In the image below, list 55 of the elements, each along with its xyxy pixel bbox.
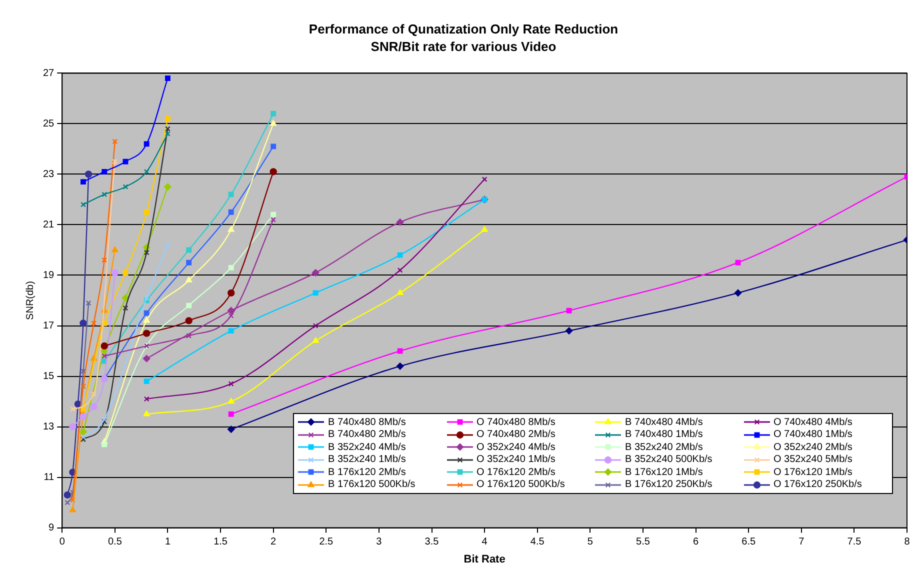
y-tick-label: 13 (43, 422, 55, 433)
legend-label: B 352x240 4Mb/s (328, 442, 406, 453)
legend-label: O 352x240 1Mb/s (476, 454, 556, 466)
legend-label: B 176x120 250Kb/s (625, 479, 712, 490)
x-tick-label: 3 (376, 536, 382, 548)
legend-label: B 740x480 4Mb/s (625, 416, 703, 428)
legend-label: B 176x120 1Mb/s (625, 466, 703, 478)
legend-label: B 352x240 500Kb/s (625, 454, 712, 466)
legend-label: O 176x120 2Mb/s (476, 466, 556, 478)
legend-label: B 740x480 2Mb/s (328, 429, 406, 440)
x-tick-label: 0 (59, 536, 66, 548)
x-tick-label: 4 (482, 536, 488, 548)
legend-label: B 352x240 2Mb/s (625, 442, 703, 453)
legend-label: O 176x120 500Kb/s (476, 479, 565, 490)
y-tick-label: 15 (43, 371, 55, 382)
chart-subtitle: SNR/Bit rate for various Video (370, 38, 556, 54)
x-tick-label: 0.5 (108, 536, 122, 548)
legend-label: O 740x480 2Mb/s (476, 429, 556, 440)
legend-label: B 176x120 2Mb/s (328, 466, 406, 478)
x-tick-label: 2.5 (319, 536, 334, 548)
y-tick-label: 27 (43, 68, 55, 79)
y-tick-label: 23 (43, 168, 55, 180)
x-tick-label: 1.5 (214, 536, 228, 548)
legend-label: B 740x480 8Mb/s (328, 416, 406, 428)
y-tick-label: 25 (43, 118, 55, 130)
legend-label: O 740x480 4Mb/s (774, 416, 852, 428)
x-tick-label: 5.5 (636, 536, 650, 548)
x-tick-label: 5 (587, 536, 594, 548)
y-tick-label: 19 (43, 270, 55, 281)
x-tick-label: 7 (798, 536, 805, 548)
legend-label: O 176x120 250Kb/s (774, 479, 862, 490)
x-tick-label: 3.5 (424, 536, 440, 548)
x-tick-label: 4.5 (530, 536, 545, 548)
legend-label: O 352x240 4Mb/s (476, 442, 556, 453)
legend-label: B 740x480 1Mb/s (625, 429, 703, 440)
y-tick-label: 11 (44, 472, 55, 484)
legend-label: B 176x120 500Kb/s (328, 479, 416, 490)
x-tick-label: 7.5 (847, 536, 862, 548)
legend-label: O 176x120 1Mb/s (774, 466, 852, 478)
x-tick-label: 6 (693, 536, 699, 548)
y-tick-label: 9 (48, 522, 55, 534)
y-tick-label: 17 (43, 320, 55, 332)
x-axis-title: Bit Rate (464, 553, 506, 566)
y-axis-title: SNR(db) (24, 281, 36, 320)
legend-label: O 352x240 2Mb/s (774, 442, 852, 453)
legend-label: O 352x240 5Mb/s (774, 454, 852, 466)
legend-label: B 352x240 1Mb/s (328, 454, 406, 466)
x-tick-label: 2 (270, 536, 277, 548)
x-tick-label: 6.5 (742, 536, 756, 548)
x-tick-label: 1 (164, 536, 171, 548)
x-tick-label: 8 (904, 536, 910, 548)
legend-label: O 740x480 1Mb/s (774, 429, 852, 440)
chart-title: Performance of Qunatization Only Rate Reduction (308, 21, 618, 36)
y-tick-label: 21 (43, 219, 55, 230)
legend-label: O 740x480 8Mb/s (476, 416, 556, 428)
